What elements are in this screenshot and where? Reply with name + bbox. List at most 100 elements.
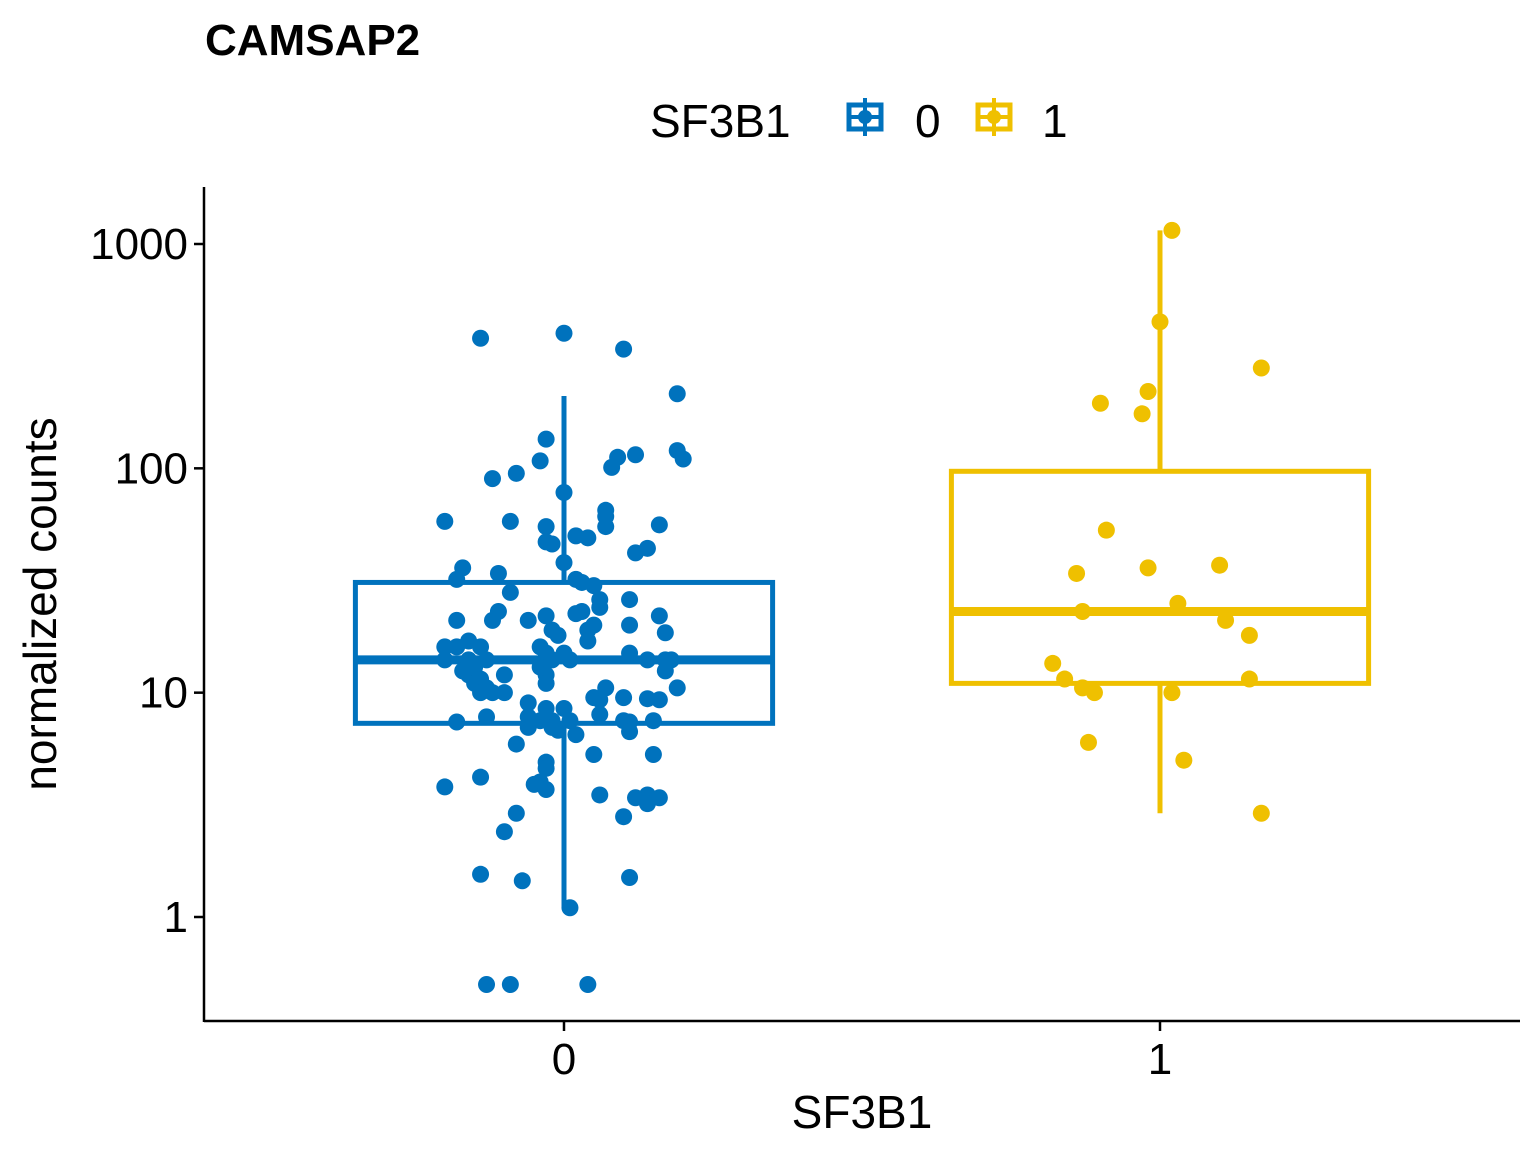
- data-point: [1079, 733, 1097, 751]
- data-point: [519, 718, 537, 736]
- data-point: [567, 726, 585, 744]
- data-point: [537, 607, 555, 625]
- data-point: [1163, 221, 1181, 239]
- data-point: [1217, 611, 1235, 629]
- box-group-1: [948, 230, 1372, 814]
- points-1: [1044, 221, 1270, 822]
- data-point: [668, 679, 686, 697]
- data-point: [1240, 626, 1258, 644]
- data-point: [621, 723, 639, 741]
- data-point: [495, 823, 513, 841]
- data-point: [638, 651, 656, 669]
- data-point: [478, 976, 496, 994]
- data-point: [448, 638, 466, 656]
- data-point: [549, 721, 567, 739]
- data-point: [1240, 670, 1258, 688]
- data-point: [472, 768, 490, 786]
- data-point: [472, 329, 490, 347]
- legend-key-1: [975, 98, 1013, 136]
- data-point: [495, 666, 513, 684]
- data-point: [1044, 654, 1062, 672]
- data-point: [615, 808, 633, 826]
- data-point: [507, 735, 525, 753]
- data-point: [621, 868, 639, 886]
- legend-label-0: 0: [915, 95, 941, 147]
- data-point: [579, 632, 597, 650]
- data-point: [621, 616, 639, 634]
- data-point: [436, 778, 454, 796]
- data-point: [519, 694, 537, 712]
- box-iqr: [948, 468, 1372, 686]
- data-point: [579, 529, 597, 547]
- data-point: [1252, 804, 1270, 822]
- data-point: [1151, 313, 1169, 331]
- data-point: [650, 516, 668, 534]
- x-tick-label: 0: [552, 1035, 576, 1084]
- data-point: [501, 976, 519, 994]
- data-point: [537, 430, 555, 448]
- legend-key-point: [858, 110, 872, 124]
- data-point: [585, 746, 603, 764]
- data-point: [650, 691, 668, 709]
- legend: SF3B1 0 1: [650, 95, 1068, 147]
- data-point: [597, 518, 615, 536]
- data-point: [644, 746, 662, 764]
- data-point: [531, 452, 549, 470]
- data-point: [561, 899, 579, 917]
- chart-title: CAMSAP2: [205, 16, 420, 65]
- data-point: [561, 651, 579, 669]
- data-point: [591, 598, 609, 616]
- data-point: [555, 484, 573, 502]
- data-point: [543, 535, 561, 553]
- data-point: [537, 518, 555, 536]
- legend-title: SF3B1: [650, 95, 791, 147]
- plot-area: [352, 221, 1372, 994]
- data-point: [495, 684, 513, 702]
- y-tick-label: 1000: [90, 220, 188, 269]
- data-point: [1211, 556, 1229, 574]
- data-point: [489, 564, 507, 582]
- y-axis-title: normalized counts: [14, 417, 66, 790]
- data-point: [1139, 383, 1157, 401]
- data-point: [478, 708, 496, 726]
- data-point: [1139, 559, 1157, 577]
- data-point: [603, 458, 621, 476]
- data-point: [1074, 603, 1092, 621]
- data-point: [615, 340, 633, 358]
- data-point: [591, 691, 609, 709]
- data-point: [507, 804, 525, 822]
- data-point: [674, 450, 692, 468]
- data-point: [436, 651, 454, 669]
- data-point: [1085, 684, 1103, 702]
- data-point: [448, 570, 466, 588]
- points-0: [436, 324, 692, 994]
- data-point: [1091, 394, 1109, 412]
- data-point: [555, 554, 573, 572]
- data-point: [549, 626, 567, 644]
- x-axis-title: SF3B1: [792, 1086, 933, 1138]
- data-point: [1133, 405, 1151, 423]
- data-point: [537, 674, 555, 692]
- y-tick-label: 1: [164, 893, 188, 942]
- data-point: [448, 713, 466, 731]
- data-point: [1163, 684, 1181, 702]
- data-point: [1097, 521, 1115, 539]
- y-tick-label: 10: [139, 669, 188, 718]
- legend-label-1: 1: [1042, 95, 1068, 147]
- y-tick-label: 100: [115, 444, 188, 493]
- y-axis-ticks: 1 10 100 1000: [90, 220, 204, 942]
- data-point: [483, 470, 501, 488]
- data-point: [668, 385, 686, 403]
- data-point: [1169, 594, 1187, 612]
- data-point: [621, 591, 639, 609]
- data-point: [650, 607, 668, 625]
- data-point: [519, 611, 537, 629]
- data-point: [615, 689, 633, 707]
- data-point: [537, 781, 555, 799]
- data-point: [555, 324, 573, 342]
- data-point: [448, 611, 466, 629]
- data-point: [579, 976, 597, 994]
- data-point: [627, 446, 645, 464]
